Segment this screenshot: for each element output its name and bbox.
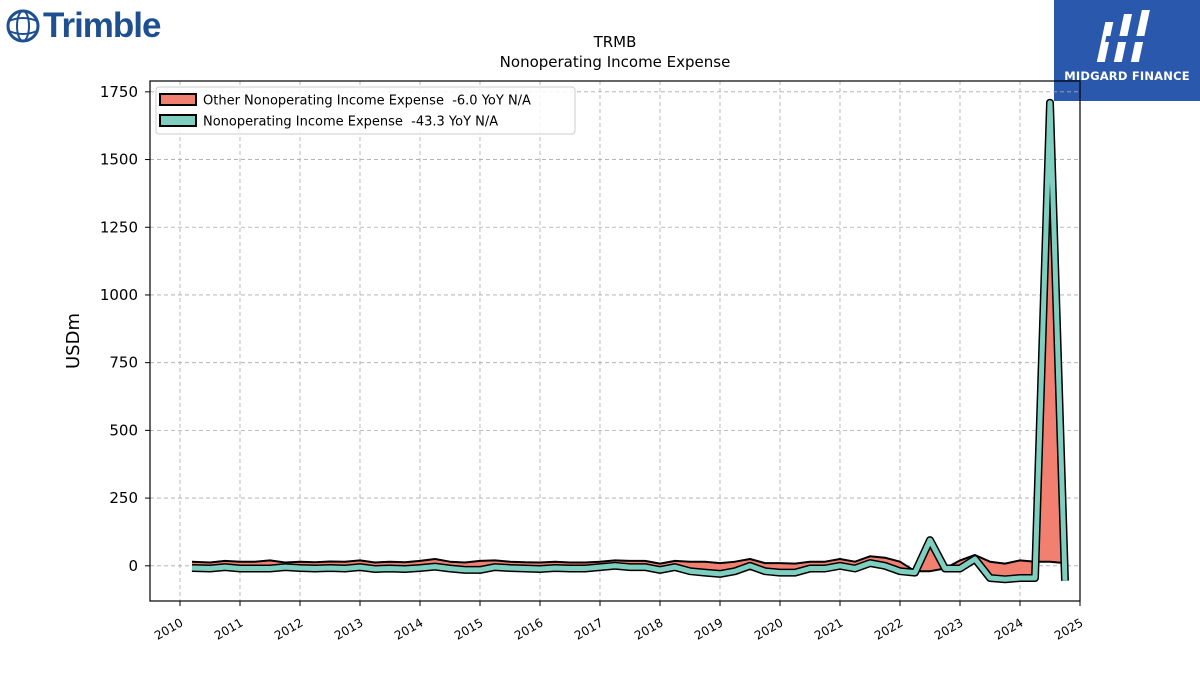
x-tick-label: 2022 [872, 615, 905, 642]
series-line-nonop-outline [191, 98, 1069, 584]
y-tick-label: 0 [128, 557, 138, 575]
series-areas [191, 98, 1069, 584]
trimble-logo: Trimble [6, 6, 161, 46]
chart-title: TRMB [593, 33, 637, 51]
midgard-finance-logo: MIDGARD FINANCE [1054, 0, 1200, 101]
x-tick-label: 2025 [1052, 615, 1085, 642]
midgard-finance-label: MIDGARD FINANCE [1064, 69, 1190, 83]
y-tick-label: 250 [109, 489, 138, 507]
legend-label-nonop: Nonoperating Income Expense -43.3 YoY N/… [203, 115, 498, 130]
x-tick-label: 2023 [932, 615, 965, 642]
y-tick-label: 1250 [100, 218, 138, 236]
plot-frame [149, 80, 1081, 602]
y-tick-label: 500 [109, 421, 138, 439]
y-tick-label: 750 [109, 354, 138, 372]
x-tick-label: 2019 [692, 615, 725, 642]
x-tick-label: 2015 [452, 615, 485, 642]
y-tick-label: 1750 [100, 83, 138, 101]
x-tick-label: 2020 [752, 615, 785, 642]
midgard-mark-icon [1096, 10, 1151, 62]
legend: Other Nonoperating Income Expense -6.0 Y… [155, 86, 576, 135]
x-tick-label: 2011 [212, 615, 245, 642]
x-tick-label: 2024 [992, 615, 1025, 642]
x-tick-label: 2016 [512, 615, 545, 642]
legend-swatch-other [159, 93, 197, 106]
series-area-other [192, 102, 1065, 581]
x-tick-label: 2017 [572, 615, 605, 642]
x-tick-label: 2018 [632, 615, 665, 642]
x-tick-label: 2010 [152, 615, 185, 642]
x-tick-label: 2012 [272, 615, 305, 642]
x-tick-label: 2021 [812, 615, 845, 642]
y-tick-label: 1500 [100, 151, 138, 169]
grid [150, 81, 1081, 601]
trimble-wordmark: Trimble [43, 6, 161, 45]
x-tick-label: 2013 [332, 615, 365, 642]
legend-swatch-nonop [159, 114, 197, 127]
chart-subtitle: Nonoperating Income Expense [500, 53, 731, 71]
trimble-globe-icon [6, 9, 40, 43]
legend-label-other: Other Nonoperating Income Expense -6.0 Y… [203, 94, 531, 109]
y-axis-label: USDm [63, 313, 84, 369]
y-tick-label: 1000 [100, 286, 138, 304]
legend-box [155, 86, 576, 135]
x-tick-label: 2014 [392, 615, 425, 642]
series-line-nonop [191, 100, 1068, 582]
